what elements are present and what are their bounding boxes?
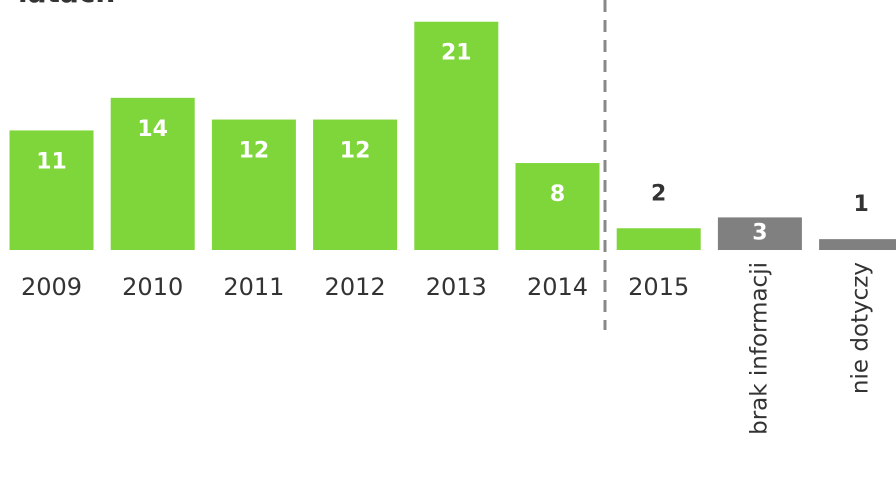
- value-label: 14: [137, 117, 168, 142]
- bar: [616, 228, 701, 250]
- x-tick-label: nie dotyczy: [848, 262, 874, 394]
- x-tick-label: 2013: [426, 273, 487, 301]
- bar: [211, 119, 296, 250]
- x-tick-label: brak informacji: [746, 262, 772, 435]
- chart-title: latach: [18, 0, 115, 9]
- x-tick-label: 2011: [223, 273, 284, 301]
- x-tick-label: 2012: [325, 273, 386, 301]
- value-label: 11: [36, 149, 67, 174]
- value-label: 3: [752, 221, 767, 246]
- bar: [110, 97, 195, 250]
- value-label: 12: [340, 139, 371, 164]
- x-tick-label: 2015: [628, 273, 689, 301]
- x-tick-label: 2009: [21, 273, 82, 301]
- bar: [9, 130, 94, 250]
- bar: [717, 217, 802, 250]
- bar: [515, 163, 600, 250]
- value-label: 2: [651, 181, 666, 206]
- bar: [819, 239, 896, 250]
- value-label: 1: [853, 192, 868, 217]
- bar: [414, 21, 499, 251]
- x-tick-label: 2010: [122, 273, 183, 301]
- bar: [313, 119, 398, 250]
- value-label: 8: [550, 182, 565, 207]
- x-tick-label: 2014: [527, 273, 588, 301]
- value-label: 21: [441, 41, 472, 66]
- value-label: 12: [239, 139, 270, 164]
